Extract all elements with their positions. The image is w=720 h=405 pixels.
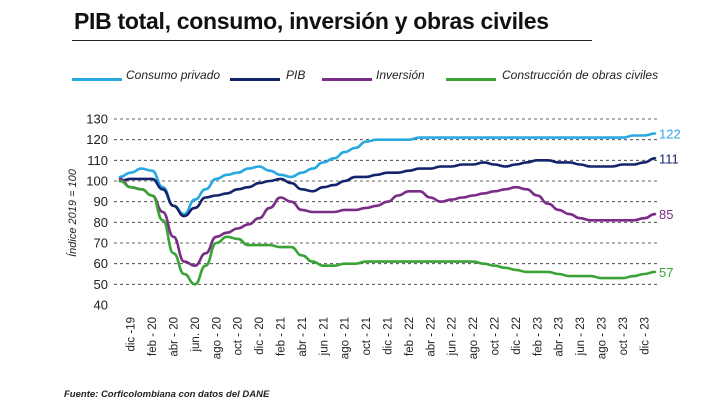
x-axis-ticks: dic -19 feb - 20 abr - 20 jun. 20 ago - 20 oc… (126, 317, 652, 359)
y-tick-label: 130 (86, 112, 108, 127)
end-label-inversion: 85 (659, 207, 673, 222)
legend-label-pib: PIB (286, 68, 306, 82)
x-tick-label: ago - 22 (468, 317, 480, 359)
series-line-inversion (118, 177, 657, 267)
y-tick-label: 110 (87, 153, 108, 168)
x-tick-label: dic - 22 (511, 317, 523, 355)
x-tick-label: jun - 21 (318, 317, 330, 356)
x-tick-label: ago - 21 (340, 317, 352, 359)
end-label-consumo: 122 (659, 126, 681, 141)
title-underline (72, 40, 592, 41)
series-line-obras (118, 179, 657, 286)
y-axis-ticks: 40 50 60 70 80 90 100 110 120 130 (86, 112, 108, 313)
x-tick-label: jun. 20 (190, 317, 202, 353)
x-tick-label: feb - 22 (404, 317, 416, 356)
y-tick-label: 60 (94, 256, 108, 271)
legend-label-obras: Construcción de obras civiles (502, 68, 659, 82)
chart-title: PIB total, consumo, inversión y obras ci… (74, 8, 549, 34)
y-tick-label: 40 (94, 298, 108, 313)
x-tick-label: jun - 22 (447, 317, 459, 356)
gridlines (114, 118, 657, 285)
x-tick-label: feb - 21 (276, 317, 288, 356)
y-axis-label: Índice 2019 = 100 (66, 168, 79, 257)
x-tick-label: abr - 23 (554, 317, 566, 357)
x-tick-label: oct - 23 (618, 317, 630, 355)
x-tick-label: feb - 23 (532, 317, 544, 356)
legend-label-inversion: Inversión (376, 68, 425, 82)
x-tick-label: oct - 22 (490, 317, 502, 355)
end-labels: 122 111 85 57 (659, 126, 681, 279)
x-tick-label: abr - 22 (425, 317, 437, 357)
y-tick-label: 80 (94, 215, 108, 230)
x-tick-label: ago - 23 (597, 317, 609, 359)
x-tick-label: dic - 20 (254, 317, 266, 355)
x-tick-label: oct - 21 (361, 317, 373, 355)
x-tick-label: dic - 23 (639, 317, 651, 355)
series-line-pib (118, 157, 657, 218)
x-tick-label: oct - 20 (233, 317, 245, 355)
x-tick-label: dic - 21 (383, 317, 395, 355)
y-tick-label: 90 (94, 194, 108, 209)
x-tick-label: abr - 20 (169, 317, 181, 357)
legend-swatch-consumo (72, 78, 122, 81)
source-note: Fuente: Corficolombiana con datos del DA… (64, 389, 270, 400)
x-tick-label: feb - 20 (147, 317, 159, 356)
legend-label-consumo: Consumo privado (126, 68, 221, 82)
y-tick-label: 120 (86, 132, 108, 147)
series-lines (118, 132, 657, 286)
series-line-consumo (118, 132, 657, 216)
legend-swatch-obras (446, 78, 496, 81)
legend: Consumo privado PIB Inversión Construcci… (0, 64, 720, 88)
end-label-obras: 57 (659, 265, 673, 280)
y-tick-label: 70 (94, 236, 108, 251)
end-label-pib: 111 (659, 151, 679, 166)
x-tick-label: abr - 21 (297, 317, 309, 357)
legend-swatch-pib (230, 78, 280, 81)
y-tick-label: 100 (86, 174, 108, 189)
x-tick-label: ago - 20 (211, 317, 223, 359)
y-tick-label: 50 (94, 277, 108, 292)
x-tick-label: jun - 23 (575, 317, 587, 356)
x-tick-label: dic -19 (126, 317, 138, 352)
legend-swatch-inversion (322, 78, 372, 81)
